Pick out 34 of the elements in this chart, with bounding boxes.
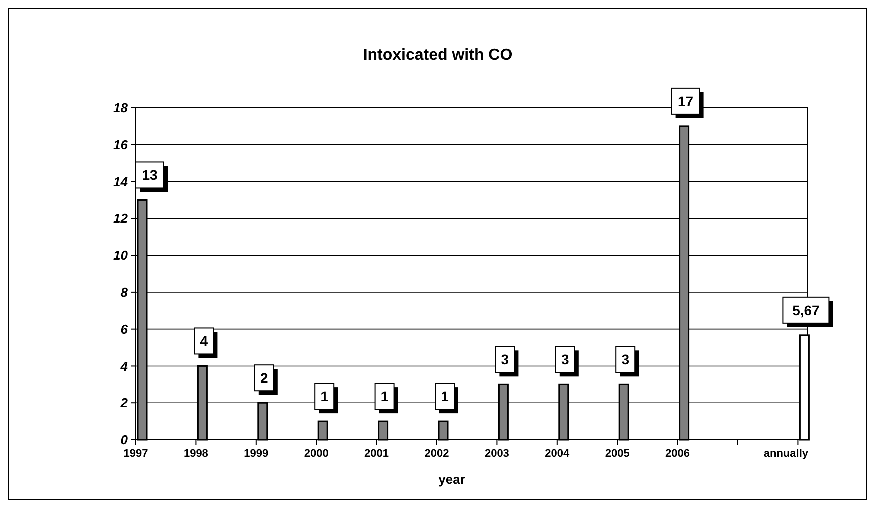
x-tick-label: 2001 [364,448,390,460]
data-label: 2 [260,370,268,386]
y-tick-label: 12 [114,211,129,226]
y-tick-label: 6 [120,322,129,337]
y-tick-label: 18 [114,100,129,116]
chart-title: Intoxicated with CO [363,47,513,64]
x-tick-label: 2003 [484,448,510,460]
x-tick-label: 2005 [605,448,630,460]
data-label: 5,67 [792,302,820,318]
data-label: 3 [501,352,510,368]
x-tick-label: 2000 [304,448,329,460]
y-tick-label: 16 [114,137,129,152]
x-tick-label: 2006 [666,448,690,460]
data-label: 3 [562,352,570,368]
x-tick-label: annually [764,448,810,460]
data-label: 4 [200,333,208,350]
data-label: 1 [320,388,329,404]
data-label: 1 [380,388,389,404]
x-tick-label: 1998 [184,448,208,460]
x-tick-label: 2004 [545,448,571,460]
data-label: 3 [622,352,630,368]
data-label: 13 [142,167,158,184]
data-label: 1 [441,388,450,404]
x-tick-label: 1999 [244,448,269,460]
y-tick-label: 0 [120,432,129,448]
y-tick-label: 4 [120,358,129,374]
y-tick-label: 14 [114,174,129,190]
data-label: 17 [678,93,694,110]
x-tick-label: 1997 [124,448,148,460]
y-tick-label: 2 [120,396,129,411]
x-tick-label: 2002 [424,448,450,460]
x-axis-title: year [438,472,466,487]
y-tick-label: 10 [114,248,129,264]
y-tick-label: 8 [120,284,129,300]
